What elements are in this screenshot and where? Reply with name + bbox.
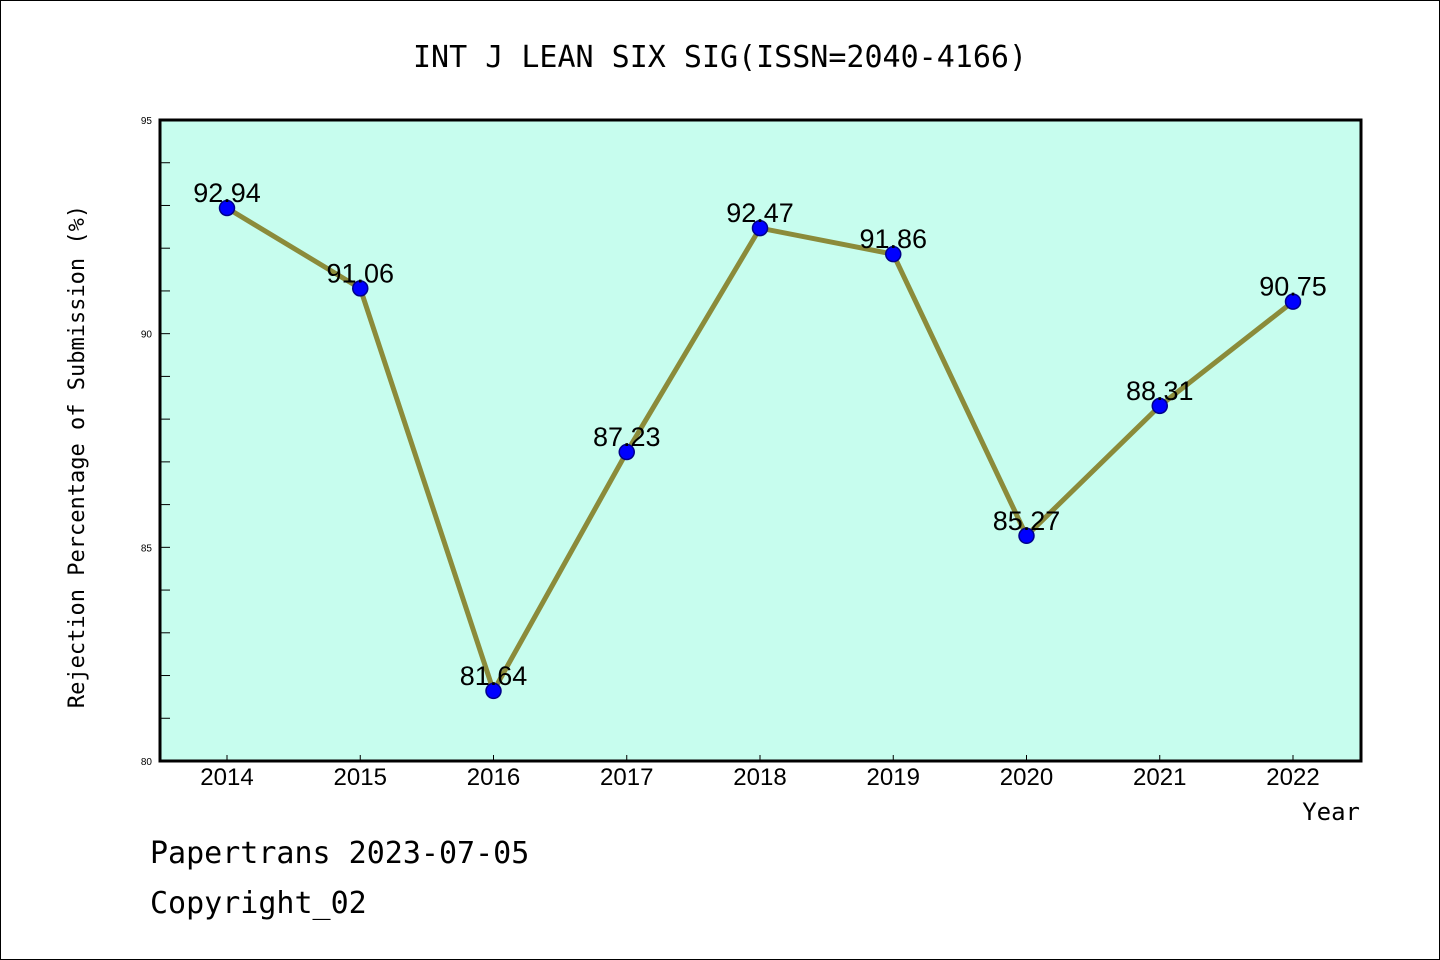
data-point: [485, 682, 502, 700]
y-tick-label: 80: [141, 757, 153, 768]
y-tick-label: 85: [141, 543, 153, 554]
x-tick-label: 2020: [1000, 764, 1053, 791]
data-point: [352, 280, 369, 297]
data-point: [1018, 527, 1035, 545]
plot-border: [158, 118, 1363, 763]
data-label: 91.86: [859, 224, 927, 254]
y-tick-label: 90: [141, 330, 153, 341]
footer-date-text: Papertrans 2023-07-05: [150, 836, 530, 871]
data-point: [618, 443, 635, 461]
y-tick-label: 95: [141, 116, 153, 127]
data-markers: [218, 199, 1302, 700]
data-point: [751, 219, 769, 237]
data-label: 88.31: [1126, 376, 1194, 406]
data-point: [1151, 397, 1168, 415]
data-point: [218, 199, 236, 217]
x-tick-label: 2014: [200, 764, 253, 791]
y-axis-label: Rejection Percentage of Submission (%): [65, 205, 90, 708]
data-labels: 92.94 91.06 81.64 87.23 92.47 91.86 85.27 88.31…: [193, 178, 1327, 691]
x-tick-label: 2021: [1133, 764, 1186, 791]
data-label: 92.94: [193, 178, 261, 208]
data-label: 85.27: [993, 506, 1061, 536]
data-label: 81.64: [460, 661, 528, 691]
data-label: 90.75: [1259, 272, 1327, 302]
x-tick-label: 2019: [867, 764, 920, 791]
data-label: 92.47: [726, 198, 794, 228]
y-tick-labels: 80 85 90 95: [141, 116, 153, 768]
data-label: 91.06: [326, 258, 394, 288]
x-axis-label: Year: [1302, 798, 1360, 826]
x-tick-label: 2017: [600, 764, 653, 791]
x-tick-label: 2016: [467, 764, 520, 791]
x-tick-labels: 2014 2015 2016 2017 2018 2019 2020 2021 2022: [200, 755, 1320, 791]
x-tick-label: 2022: [1266, 764, 1319, 791]
chart-title: INT J LEAN SIX SIG(ISSN=2040-4166): [413, 40, 1027, 75]
footer-copyright-text: Copyright_02: [150, 886, 367, 921]
x-tick-label: 2018: [733, 764, 786, 791]
data-point: [885, 245, 902, 263]
data-label: 87.23: [593, 422, 661, 452]
x-tick-label: 2015: [334, 764, 387, 791]
data-point: [1284, 293, 1302, 310]
